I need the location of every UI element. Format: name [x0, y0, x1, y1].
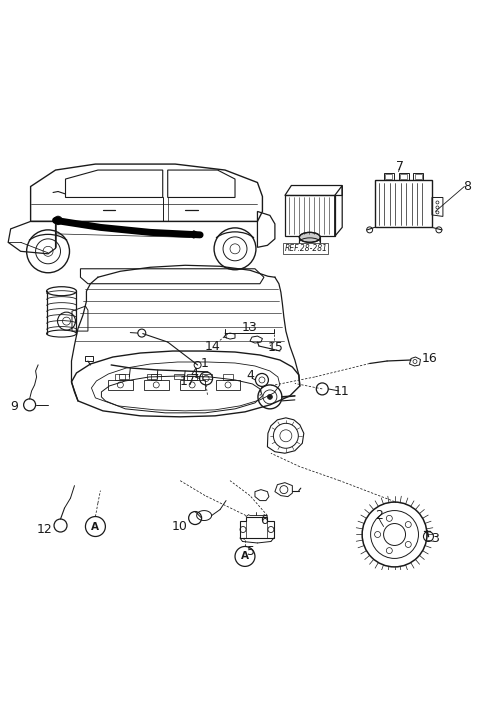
Bar — [400, 174, 407, 178]
Bar — [413, 173, 423, 180]
Text: A: A — [241, 552, 249, 562]
Bar — [223, 374, 233, 380]
Circle shape — [267, 394, 273, 399]
Text: 6: 6 — [260, 514, 268, 527]
Text: 10: 10 — [171, 520, 187, 533]
Text: 12: 12 — [36, 523, 52, 536]
Bar — [147, 374, 157, 379]
Bar — [202, 374, 212, 379]
Text: 2: 2 — [375, 509, 383, 522]
Ellipse shape — [300, 232, 320, 243]
Text: 7: 7 — [396, 160, 404, 173]
Text: 8: 8 — [463, 180, 471, 193]
Text: 3: 3 — [432, 532, 439, 545]
Bar — [115, 374, 125, 380]
Text: 4: 4 — [246, 370, 254, 383]
Bar — [415, 174, 422, 178]
Text: 15: 15 — [268, 341, 284, 354]
Text: 16: 16 — [421, 352, 437, 365]
Text: 14: 14 — [204, 339, 220, 352]
Bar — [120, 374, 129, 379]
Text: 11: 11 — [333, 386, 349, 399]
Bar — [187, 374, 197, 380]
Bar — [374, 180, 432, 227]
Text: 5: 5 — [247, 545, 255, 558]
Bar — [151, 374, 161, 380]
Text: 1: 1 — [201, 357, 209, 370]
Text: REF.28-281: REF.28-281 — [284, 244, 327, 253]
Text: 13: 13 — [242, 321, 258, 334]
Text: 17: 17 — [179, 375, 195, 388]
Bar — [174, 374, 184, 379]
Bar — [398, 173, 408, 180]
Bar — [384, 173, 394, 180]
Text: 9: 9 — [11, 401, 19, 414]
Text: 4: 4 — [190, 367, 198, 380]
Bar — [385, 174, 392, 178]
Text: A: A — [91, 521, 99, 531]
Circle shape — [54, 217, 62, 225]
